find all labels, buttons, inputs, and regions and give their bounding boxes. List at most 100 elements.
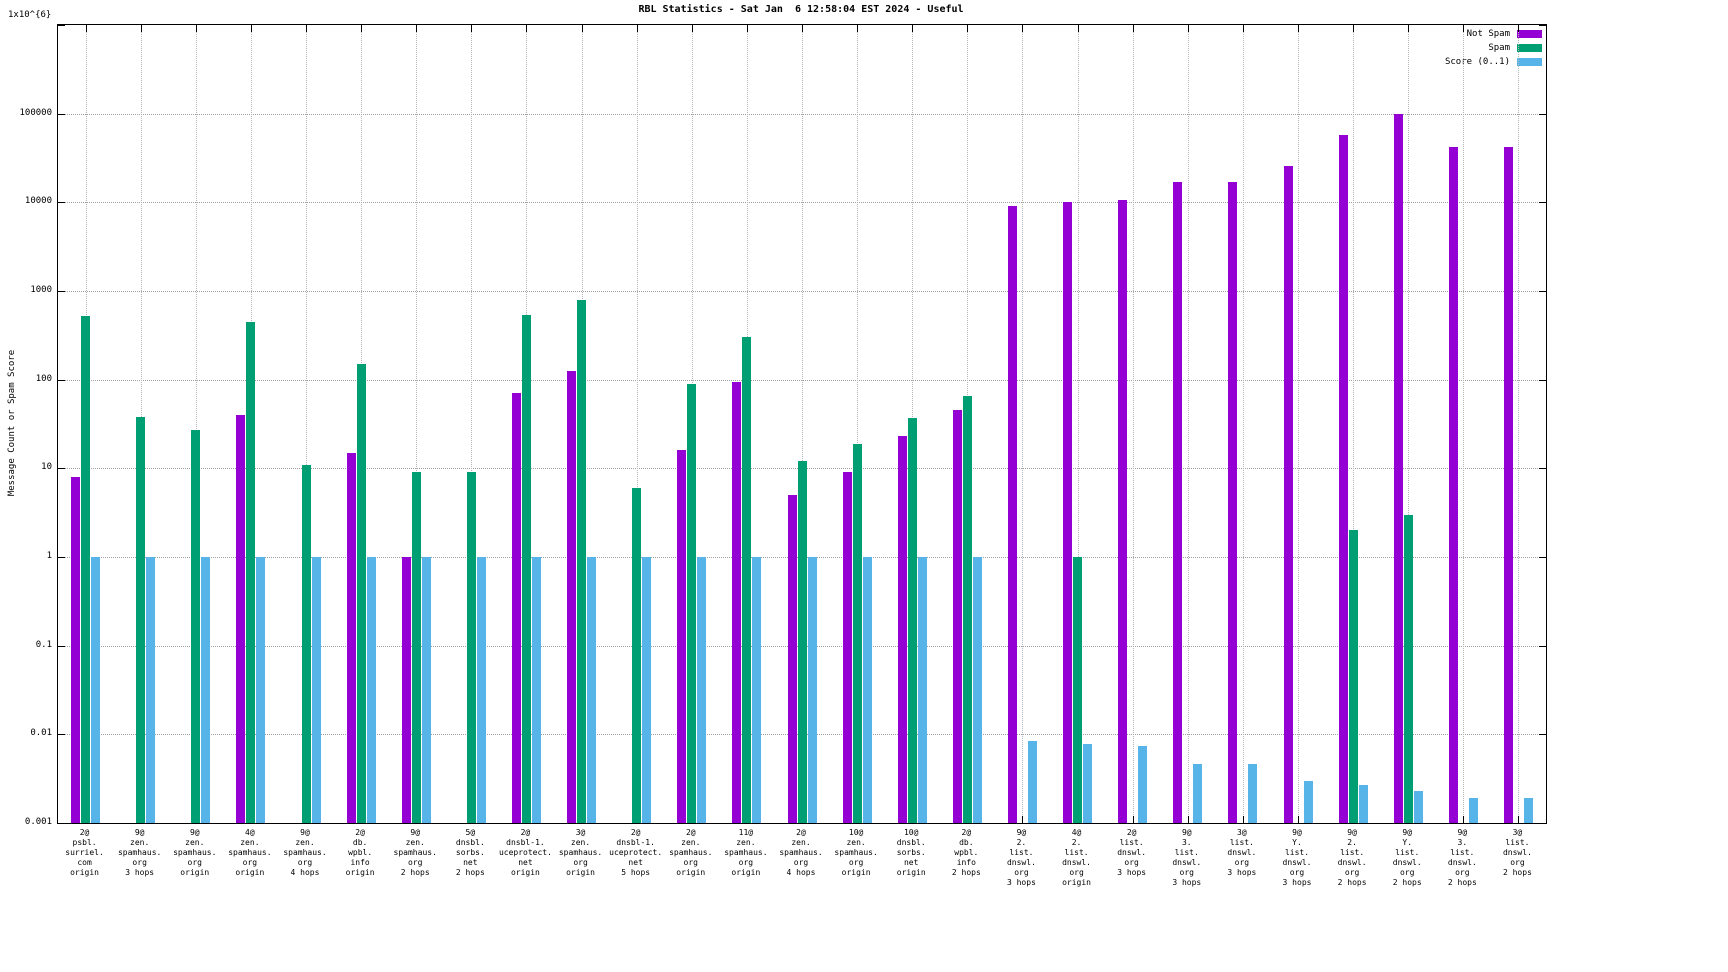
bar-score-0-1 (1083, 744, 1093, 823)
x-category-label: 5@ dnsbl. sorbs. net 2 hops (455, 828, 485, 877)
y-tick-mark (1539, 468, 1546, 470)
bar-score-0-1 (807, 557, 817, 823)
bar-score-0-1 (972, 557, 982, 823)
bar-not-spam (1338, 135, 1348, 823)
bar-score-0-1 (1248, 764, 1258, 823)
x-gridline (471, 25, 473, 823)
bar-score-0-1 (1358, 784, 1368, 823)
x-tick-mark (1077, 25, 1079, 32)
y-tick-label: 0.001 (24, 817, 52, 827)
y-tick-label: 100 (35, 373, 52, 384)
x-gridline (1518, 25, 1520, 823)
bar-spam (742, 337, 752, 823)
x-tick-mark (306, 25, 307, 32)
y-tick-mark (58, 823, 65, 824)
bar-not-spam (1503, 147, 1513, 823)
x-tick-mark (1242, 816, 1244, 823)
y-tick-mark (58, 379, 65, 381)
bar-not-spam (1173, 181, 1183, 823)
y-tick-mark (58, 202, 65, 204)
bar-not-spam (1393, 113, 1403, 823)
y-tick-mark (1539, 291, 1546, 292)
x-category-label: 4@ 2. list. dnswl. org origin (1062, 828, 1091, 887)
bar-not-spam (952, 410, 962, 823)
x-category-label: 9@ 3. list. dnswl. org 3 hops (1172, 828, 1202, 887)
bar-not-spam (401, 557, 411, 823)
x-tick-mark (967, 25, 969, 32)
bar-not-spam (567, 371, 577, 823)
x-gridline (802, 25, 803, 823)
y-tick-mark (1539, 823, 1546, 824)
bar-not-spam (1448, 147, 1458, 823)
x-tick-mark (1187, 25, 1189, 32)
bar-score-0-1 (366, 557, 376, 823)
x-category-label: 10@ zen. spamhaus. org origin (834, 828, 878, 877)
x-tick-mark (361, 25, 363, 32)
x-category-label: 2@ dnsbl-1. uceprotect. net origin (498, 828, 552, 877)
chart-title: RBL Statistics - Sat Jan 6 12:58:04 EST … (638, 4, 964, 15)
y-tick-mark (58, 113, 65, 115)
x-tick-mark (526, 25, 528, 32)
x-tick-mark (581, 25, 583, 32)
x-category-label: 2@ zen. spamhaus. org origin (669, 828, 713, 877)
bar-score-0-1 (587, 557, 597, 823)
x-tick-mark (802, 25, 803, 32)
bar-spam (962, 396, 972, 823)
bar-not-spam (842, 472, 852, 823)
x-tick-mark (1463, 25, 1465, 32)
x-gridline (1132, 25, 1134, 823)
legend-row: Spam (1445, 41, 1542, 55)
y-tick-mark (1539, 25, 1546, 26)
bar-score-0-1 (1303, 780, 1313, 823)
x-gridline (857, 25, 859, 823)
y-tick-label: 1 (46, 551, 52, 561)
y-tick-mark (1539, 557, 1546, 558)
x-category-label: 3@ list. dnswl. org 3 hops (1227, 828, 1257, 877)
legend-swatch (1517, 58, 1542, 66)
bar-spam (852, 443, 862, 823)
x-category-label: 9@ Y. list. dnswl. org 3 hops (1282, 828, 1312, 887)
x-category-label: 2@ psbl. surriel. com origin (65, 828, 104, 877)
y-tick-mark (1539, 734, 1546, 736)
bar-spam (687, 383, 697, 823)
bar-not-spam (677, 450, 687, 823)
y-tick-mark (1539, 113, 1546, 115)
bar-not-spam (346, 452, 356, 823)
bar-score-0-1 (531, 557, 541, 823)
bar-spam (1403, 514, 1413, 823)
bar-not-spam (1283, 165, 1293, 823)
x-category-label: 2@ zen. spamhaus. org 4 hops (779, 828, 823, 877)
y-axis-title: Message Count or Spam Score (7, 349, 17, 497)
x-category-label: 11@ zen. spamhaus. org origin (724, 828, 768, 877)
x-tick-mark (691, 25, 693, 32)
x-tick-mark (1132, 25, 1134, 32)
x-category-label: 3@ list. dnswl. org 2 hops (1502, 828, 1532, 877)
y-tick-label: 0.01 (30, 728, 52, 739)
x-tick-mark (1132, 816, 1134, 823)
x-gridline (1408, 25, 1410, 823)
bar-not-spam (511, 393, 521, 823)
y-axis-top-exponent-label: 1x10^{6} (8, 10, 52, 20)
x-tick-mark (1518, 25, 1520, 32)
bar-spam (1348, 530, 1358, 823)
x-tick-mark (140, 25, 142, 32)
bar-score-0-1 (1193, 764, 1203, 823)
x-tick-mark (416, 25, 418, 32)
bar-spam (521, 315, 531, 823)
bar-not-spam (1228, 181, 1238, 823)
x-gridline (1298, 25, 1299, 823)
y-tick-mark (58, 645, 65, 647)
x-category-label: 2@ db. wpbl. info 2 hops (951, 828, 981, 877)
y-tick-label: 1000 (30, 285, 52, 295)
bar-score-0-1 (256, 557, 266, 823)
legend-swatch (1517, 30, 1542, 38)
bar-score-0-1 (311, 557, 321, 823)
bar-score-0-1 (1468, 798, 1478, 823)
x-tick-mark (1298, 816, 1299, 823)
y-tick-label: 0.1 (35, 639, 52, 650)
x-category-label: 9@ zen. spamhaus. org 3 hops (117, 828, 162, 877)
y-tick-mark (1539, 379, 1546, 381)
y-tick-mark (58, 734, 65, 736)
x-tick-mark (1242, 25, 1244, 32)
bar-score-0-1 (201, 557, 211, 823)
